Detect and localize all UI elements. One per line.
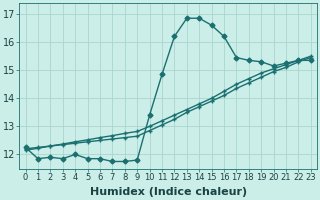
X-axis label: Humidex (Indice chaleur): Humidex (Indice chaleur): [90, 187, 247, 197]
